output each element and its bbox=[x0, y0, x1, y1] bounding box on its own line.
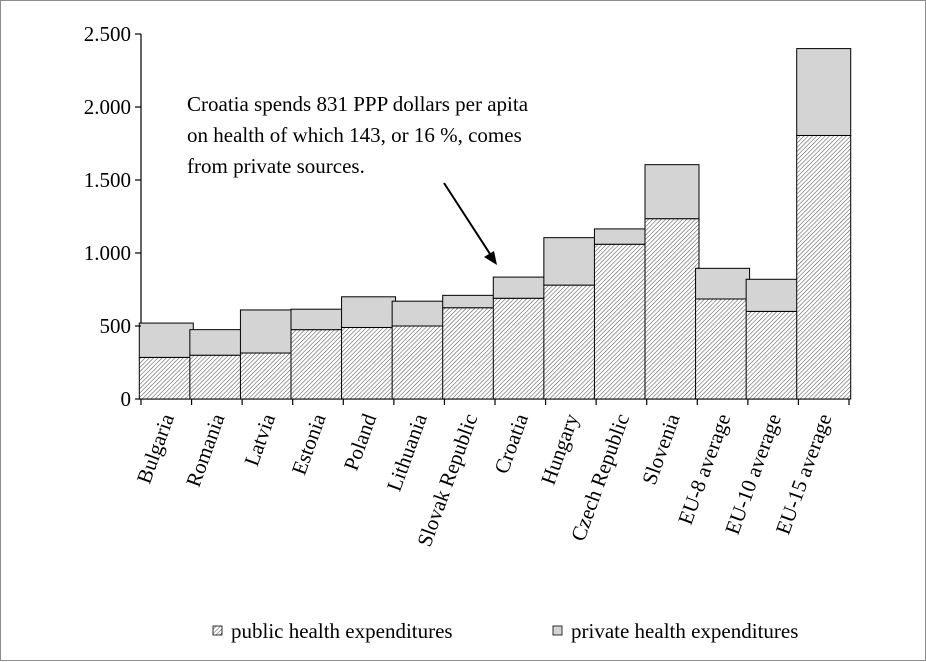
legend-swatch-public bbox=[212, 625, 223, 636]
y-tick-label: 1.000 bbox=[84, 241, 131, 265]
bar-public-1 bbox=[189, 354, 245, 400]
x-category-label: Hungary bbox=[536, 410, 584, 488]
legend-swatch-private bbox=[552, 625, 563, 636]
y-tick-label: 0 bbox=[121, 387, 132, 411]
bar-private-9 bbox=[593, 228, 649, 245]
x-axis-categories: Bulgaria Romania Latvia Estonia Poland Lithua… bbox=[132, 410, 837, 550]
legend-label-private: private health expenditures bbox=[571, 619, 798, 643]
bar-public-5 bbox=[391, 325, 447, 400]
annotation: Croatia spends 831 PPP dollars per apita… bbox=[187, 92, 529, 265]
y-tick-label: 1.500 bbox=[84, 168, 131, 192]
bar-private-2 bbox=[239, 309, 295, 354]
x-category-label: Estonia bbox=[287, 410, 331, 478]
annotation-line-2: on health of which 143, or 16 %, comes bbox=[187, 123, 522, 147]
x-category-label: Romania bbox=[181, 410, 230, 490]
legend: public health expenditures private healt… bbox=[212, 619, 798, 643]
y-tick-label: 2.000 bbox=[84, 95, 131, 119]
bar-public-13 bbox=[796, 134, 852, 400]
bar-public-9 bbox=[593, 243, 649, 400]
x-category-label: Bulgaria bbox=[132, 410, 180, 487]
x-category-label: Lithuania bbox=[382, 410, 432, 494]
bar-public-0 bbox=[138, 356, 194, 400]
bar-private-7 bbox=[492, 276, 548, 299]
bar-private-3 bbox=[290, 308, 346, 331]
x-category-label: Latvia bbox=[239, 410, 280, 469]
bar-private-0 bbox=[138, 322, 194, 358]
bar-private-1 bbox=[189, 329, 245, 356]
bar-public-10 bbox=[644, 218, 700, 400]
bar-public-4 bbox=[341, 326, 397, 400]
bar-private-12 bbox=[745, 278, 801, 312]
y-axis-ticks: 0 500 1.000 1.500 2.000 2.500 bbox=[84, 22, 141, 411]
annotation-arrow-line bbox=[443, 182, 493, 258]
bar-public-7 bbox=[492, 297, 548, 400]
bar-private-13 bbox=[796, 48, 852, 136]
bar-private-11 bbox=[695, 267, 751, 300]
bar-private-5 bbox=[391, 300, 447, 327]
x-category-label: Croatia bbox=[489, 410, 533, 477]
bars bbox=[138, 48, 852, 400]
annotation-line-3: from private sources. bbox=[187, 154, 365, 178]
bar-public-8 bbox=[543, 284, 599, 400]
bar-private-10 bbox=[644, 164, 700, 220]
bar-public-12 bbox=[745, 310, 801, 400]
bar-public-11 bbox=[695, 298, 751, 400]
annotation-arrowhead bbox=[484, 251, 497, 265]
bar-private-4 bbox=[341, 296, 397, 328]
annotation-line-1: Croatia spends 831 PPP dollars per apita bbox=[187, 92, 529, 116]
y-tick-label: 500 bbox=[100, 314, 132, 338]
x-category-label: EU-8 average bbox=[673, 411, 735, 528]
x-category-label: Slovenia bbox=[637, 410, 685, 488]
bar-public-3 bbox=[290, 329, 346, 400]
bar-private-8 bbox=[543, 237, 599, 286]
x-category-label: Poland bbox=[339, 410, 382, 473]
bar-private-6 bbox=[442, 294, 498, 309]
legend-label-public: public health expenditures bbox=[231, 619, 453, 643]
bar-public-6 bbox=[442, 307, 498, 400]
bar-public-2 bbox=[239, 352, 295, 400]
y-tick-label: 2.500 bbox=[84, 22, 131, 46]
